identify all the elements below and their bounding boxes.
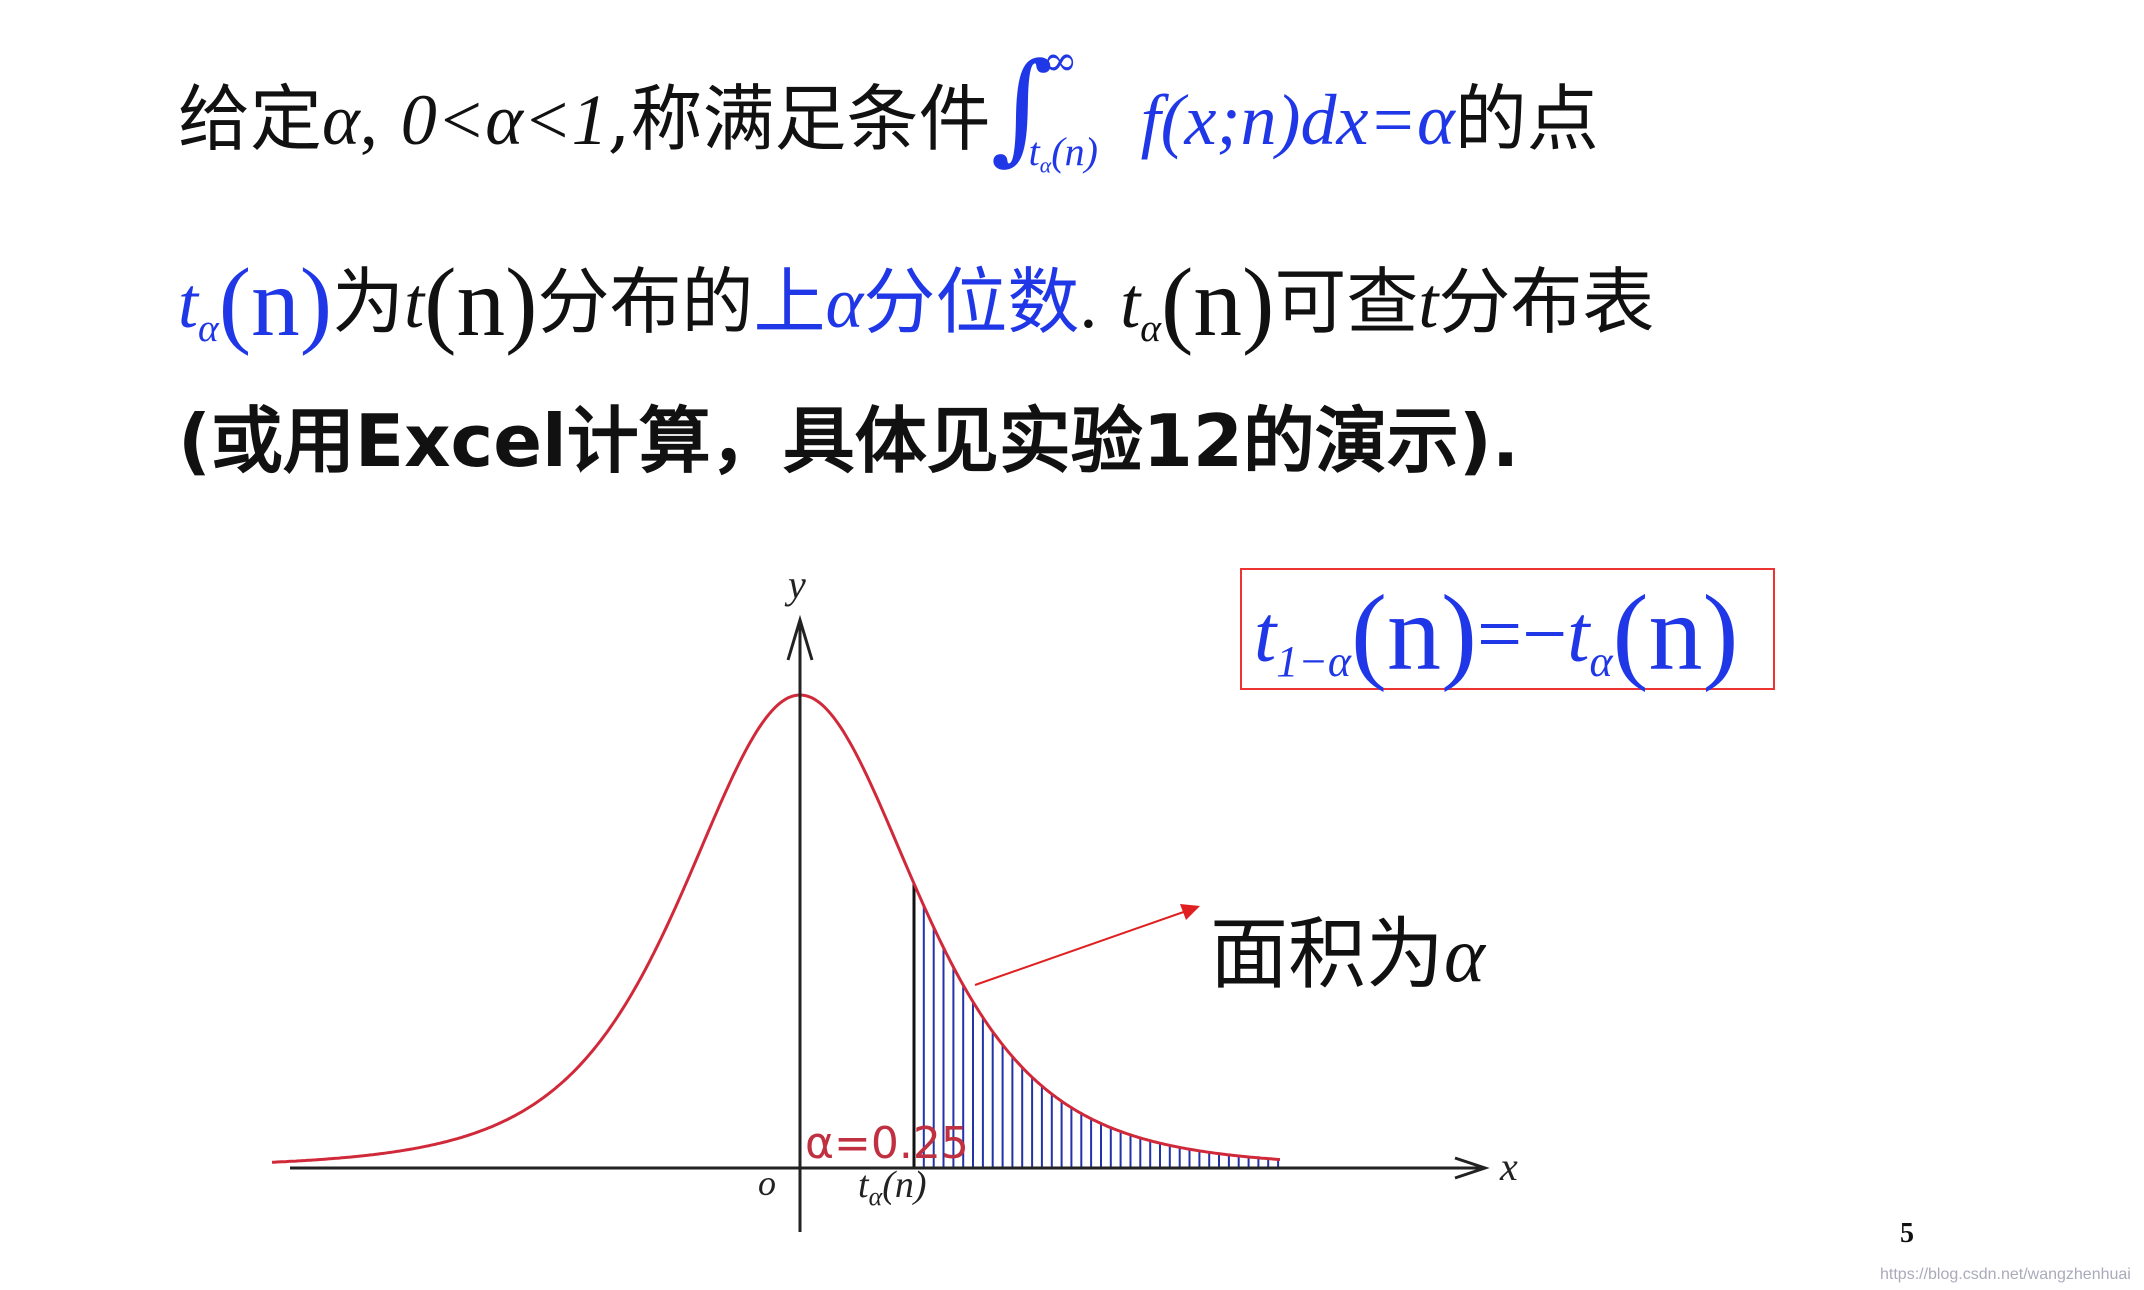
t-alpha-symbol: tα(n): [178, 254, 332, 351]
quantile-pre: 上: [753, 260, 826, 345]
integral-upper-limit: ∞: [1042, 36, 1078, 85]
text-condition: ,称满足条件: [607, 77, 991, 162]
dist-t: t: [404, 263, 425, 344]
y-axis-arrow-icon: [786, 614, 814, 661]
watermark: https://blog.csdn.net/wangzhenhuai: [1880, 1266, 2131, 1283]
x-axis-arrow-icon: [1454, 1156, 1490, 1180]
text-table: 分布表: [1438, 260, 1655, 345]
integrand: f(x;n)dx=α: [1140, 80, 1455, 161]
identity-t2-arg: (n): [1612, 574, 1739, 693]
alpha-condition: 0<α<1: [400, 80, 608, 161]
page-number: 5: [1900, 1218, 1914, 1249]
text-given: 给定: [178, 77, 323, 162]
t-symbol: t: [178, 263, 199, 344]
comma: ,: [359, 80, 378, 161]
identity-t2-sub: α: [1589, 636, 1613, 686]
origin-label: o: [758, 1163, 776, 1203]
area-label: 面积为α: [1210, 892, 1485, 1004]
identity-equals: =−: [1476, 590, 1568, 679]
quantile-post: 分位数: [863, 260, 1080, 345]
text-is: 为: [332, 260, 405, 345]
definition-line-1: 给定α, 0<α<1,称满足条件 ∫ ∞ tα(n) f(x;n)dx=α的点: [178, 40, 1599, 177]
text-point: 的点: [1454, 77, 1599, 162]
lower-sub: α: [1039, 152, 1052, 178]
t2-argument: (n): [1161, 249, 1275, 357]
t2-subscript: α: [1140, 306, 1162, 351]
identity-t1-arg: (n): [1351, 574, 1477, 693]
alpha-symbol: α: [322, 80, 360, 161]
tail-area-hatching: [912, 883, 1280, 1168]
integral: ∫ ∞ tα(n): [991, 40, 1141, 177]
tick-t: t: [858, 1164, 870, 1206]
excel-note: (或用Excel计算，具体见实验12的演示).: [178, 399, 1520, 483]
text-distribution: 分布的: [537, 260, 754, 345]
t-subscript: α: [198, 306, 219, 351]
area-label-alpha: α: [1444, 911, 1485, 998]
x-axis-label: x: [1499, 1144, 1518, 1189]
definition-line-2: tα(n)为t(n)分布的上α分位数. tα(n)可查t分布表: [178, 254, 1655, 352]
t-argument: (n): [218, 249, 333, 357]
tick-arg: (n): [882, 1164, 926, 1206]
alpha-value-label: α=0.25: [805, 1118, 969, 1169]
t-dist: t(n): [404, 254, 537, 351]
quantile-tick-label: tα(n): [858, 1164, 927, 1211]
area-pointer-arrow-head-icon: [1180, 904, 1200, 920]
y-axis-label: y: [784, 562, 806, 607]
integral-sign-icon: ∫: [990, 38, 1054, 177]
identity-t1: t: [1254, 590, 1277, 679]
period: .: [1079, 263, 1098, 344]
dist-argument: (n): [424, 249, 538, 357]
lookup-t: t: [1418, 263, 1439, 344]
lower-t: t: [1028, 129, 1040, 174]
t2-symbol: t: [1120, 263, 1141, 344]
area-label-text: 面积为: [1210, 910, 1445, 1000]
upper-quantile-term: 上α分位数: [754, 260, 1080, 344]
area-pointer-arrow: [974, 907, 1196, 986]
integral-lower-limit: tα(n): [1029, 132, 1098, 177]
identity-t2: t: [1567, 590, 1590, 679]
identity-t1-sub: 1−α: [1276, 636, 1352, 686]
symmetry-identity-box: t1−α(n)=−tα(n): [1240, 568, 1775, 690]
density-curve: [271, 693, 1281, 1164]
tick-sub: α: [869, 1182, 884, 1211]
lower-arg: (n): [1051, 129, 1098, 174]
t-alpha-symbol-2: tα(n): [1120, 254, 1274, 351]
text-lookup: 可查: [1274, 260, 1419, 345]
quantile-alpha: α: [825, 263, 864, 344]
